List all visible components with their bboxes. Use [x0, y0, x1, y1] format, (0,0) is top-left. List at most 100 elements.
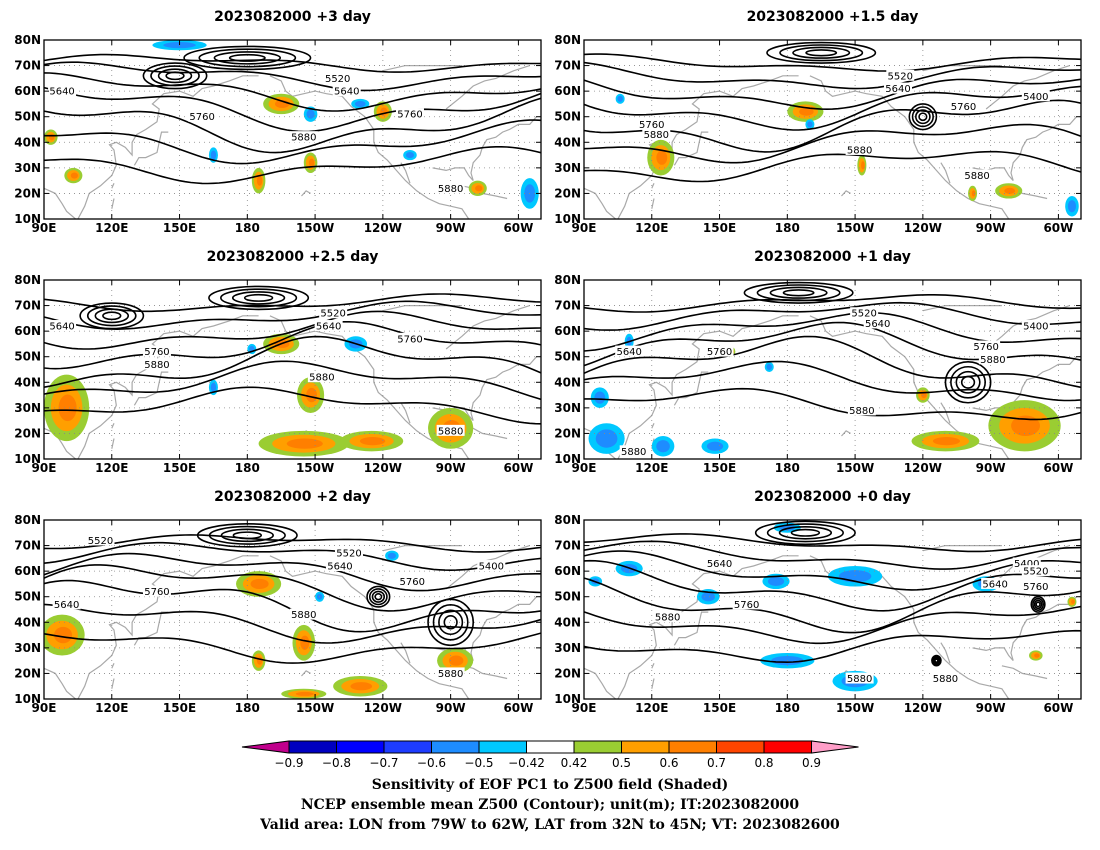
contour-label: 5760	[639, 120, 664, 131]
contour-label-box	[86, 534, 115, 546]
figure-caption: Sensitivity of EOF PC1 to Z500 field (Sh…	[259, 777, 840, 833]
closed-contour	[756, 284, 841, 302]
positive-sensitivity-peak	[256, 656, 263, 665]
x-tick-label: 120W	[904, 221, 942, 235]
z500-contour	[584, 550, 1081, 591]
contour-label-box	[142, 358, 171, 370]
contour-label-box	[972, 340, 1001, 352]
positive-sensitivity-peak	[656, 150, 668, 165]
negative-sensitivity-core	[807, 121, 813, 128]
panel-frame	[583, 279, 1082, 460]
x-tick-label: 180	[235, 221, 260, 235]
contour-label-box	[289, 131, 318, 143]
y-tick-label: 40N	[554, 375, 581, 389]
negative-sensitivity-core	[594, 391, 606, 404]
z500-contour	[44, 310, 541, 350]
caption-line-1: Sensitivity of EOF PC1 to Z500 field (Sh…	[372, 777, 728, 793]
coastline	[269, 555, 470, 699]
positive-sensitivity-peak	[1071, 599, 1075, 604]
coastline	[400, 642, 411, 664]
closed-contour	[102, 311, 122, 321]
x-tick-label: 150E	[703, 701, 736, 715]
contour-label: 5880	[291, 133, 316, 144]
coastline	[44, 667, 76, 699]
coastline	[651, 422, 655, 429]
contour-label: 5880	[847, 674, 872, 685]
coastline	[673, 611, 709, 646]
contour-label: 5640	[54, 600, 79, 611]
y-tick-label: 50N	[14, 110, 41, 124]
map-background	[584, 520, 1081, 699]
contour-label: 5880	[964, 171, 989, 182]
negative-sensitivity-core	[210, 382, 217, 393]
panel-frame	[583, 519, 1082, 700]
contour-label: 5880	[144, 360, 169, 371]
colorbar-tick-label: 0.6	[659, 756, 678, 770]
closed-contour	[208, 525, 286, 545]
contour-label-box	[307, 371, 336, 383]
contour-label-box	[1021, 565, 1050, 577]
colorbar-tick-label: −0.8	[322, 756, 351, 770]
closed-contour	[198, 48, 297, 68]
closed-contour	[1033, 599, 1043, 610]
x-tick-label: 90E	[32, 701, 57, 715]
z500-contour	[584, 78, 1081, 111]
contour-label-box	[1021, 580, 1050, 592]
z500-contour	[584, 312, 1081, 352]
contour-label: 5880	[309, 373, 334, 384]
x-tick-label: 90W	[436, 461, 466, 475]
closed-contour	[944, 361, 992, 404]
contour-label: 5880	[644, 130, 669, 141]
y-tick-label: 10N	[14, 452, 41, 466]
contour-label: 5520	[325, 74, 350, 85]
coastline	[651, 678, 655, 689]
panel-title: 2023082000 +2 day	[214, 489, 371, 505]
contour-label: 5880	[291, 610, 316, 621]
x-tick-label: 60W	[1043, 221, 1073, 235]
contour-label: 5880	[621, 447, 646, 458]
colorbar-tick-label: −0.6	[417, 756, 446, 770]
contour-label-box	[732, 598, 761, 610]
contour-label-box	[314, 320, 343, 332]
x-tick-label: 90E	[32, 221, 57, 235]
positive-sensitivity-peak	[54, 626, 73, 644]
coastline	[651, 662, 655, 669]
colorbar-tick-label: −0.7	[369, 756, 398, 770]
y-tick-label: 10N	[14, 212, 41, 226]
coastline	[809, 75, 1010, 219]
contour-label: 5520	[336, 549, 361, 560]
x-tick-label: 120E	[635, 461, 668, 475]
positive-sensitivity-peak	[799, 107, 814, 116]
colorbar-tick-label: −0.42	[508, 756, 545, 770]
positive-sensitivity-peak	[932, 437, 961, 446]
contour-label: 5640	[334, 87, 359, 98]
contour-label: 5760	[951, 102, 976, 113]
coastline	[673, 131, 709, 166]
x-tick-label: 90E	[32, 461, 57, 475]
contour-label-box	[395, 108, 424, 120]
negative-sensitivity-core	[706, 441, 724, 451]
x-tick-label: 150W	[296, 461, 334, 475]
colorbar-segment	[526, 740, 575, 754]
y-tick-label: 40N	[14, 615, 41, 629]
closed-contour	[790, 528, 821, 537]
contour-label-box	[963, 169, 992, 181]
contour-label-box	[642, 128, 671, 140]
panel-frame	[43, 279, 542, 460]
caption-line-2: NCEP ensemble mean Z500 (Contour); unit(…	[301, 797, 800, 813]
y-tick-label: 30N	[554, 161, 581, 175]
y-tick-label: 70N	[14, 539, 41, 553]
coastline	[445, 305, 530, 350]
coastline	[301, 670, 311, 677]
colorbar-segment	[288, 740, 337, 754]
contour-label-box	[931, 672, 960, 684]
contour-label-box	[142, 345, 171, 357]
y-tick-label: 70N	[554, 59, 581, 73]
z500-contour	[584, 629, 1081, 664]
panel-title: 2023082000 +1 day	[754, 249, 911, 265]
z500-contour	[584, 61, 1081, 90]
contour-label: 5880	[438, 426, 463, 437]
contour-label-box	[845, 143, 874, 155]
z500-contour	[584, 540, 1081, 570]
x-tick-label: 60W	[503, 221, 533, 235]
